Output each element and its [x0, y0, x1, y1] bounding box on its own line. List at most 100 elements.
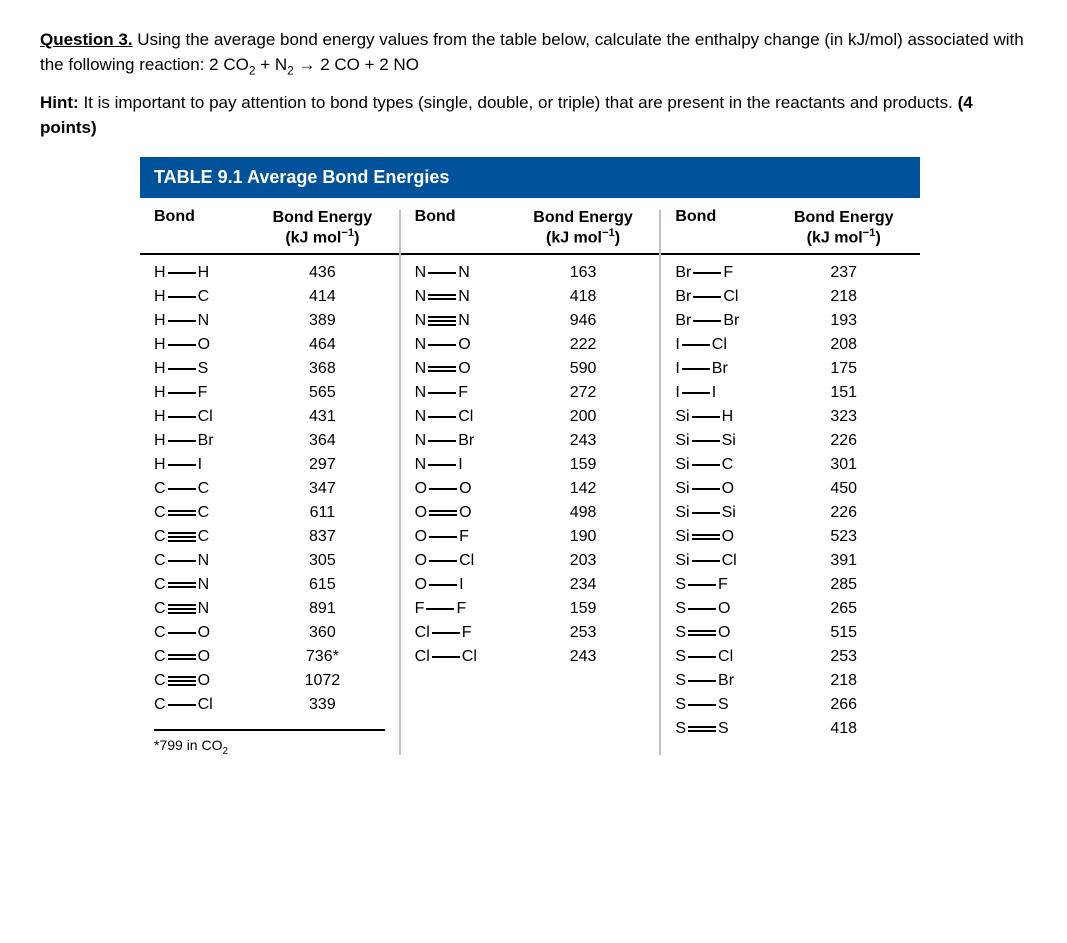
- value-cell: 163: [521, 264, 646, 282]
- question-sub2: 2: [287, 63, 294, 77]
- table-row: NO222: [415, 333, 646, 357]
- question-body-c: → 2 CO + 2 NO: [294, 55, 419, 74]
- table-row: CN891: [154, 597, 385, 621]
- value-cell: 297: [260, 456, 385, 474]
- bond-cell: NF: [415, 384, 521, 402]
- table-row: OF190: [415, 525, 646, 549]
- bond-cell: OO: [415, 480, 521, 498]
- bond-cell: SCl: [675, 648, 781, 666]
- value-cell: 159: [521, 600, 646, 618]
- table-row: NN163: [415, 261, 646, 285]
- value-cell: 203: [521, 552, 646, 570]
- value-cell: 266: [781, 696, 906, 714]
- bond-cell: HCl: [154, 408, 260, 426]
- value-cell: 222: [521, 336, 646, 354]
- table-row: FF159: [415, 597, 646, 621]
- value-cell: 364: [260, 432, 385, 450]
- bond-cell: OI: [415, 576, 521, 594]
- table-row: NBr243: [415, 429, 646, 453]
- bond-cell: SO: [675, 600, 781, 618]
- bond-cell: HI: [154, 456, 260, 474]
- bond-cell: SiC: [675, 456, 781, 474]
- value-cell: 565: [260, 384, 385, 402]
- table-row: HC414: [154, 285, 385, 309]
- bond-cell: SiH: [675, 408, 781, 426]
- value-cell: 265: [781, 600, 906, 618]
- bond-cell: SF: [675, 576, 781, 594]
- header-bond: Bond: [415, 208, 521, 248]
- value-cell: 175: [781, 360, 906, 378]
- header-energy: Bond Energy (kJ mol−1): [781, 208, 906, 248]
- value-cell: 243: [521, 648, 646, 666]
- column-header: Bond Bond Energy (kJ mol−1): [401, 198, 660, 256]
- value-cell: 418: [781, 720, 906, 738]
- header-energy: Bond Energy (kJ mol−1): [260, 208, 385, 248]
- column-2-rows: NN163NN418NN946NO222NO590NF272NCl200NBr2…: [401, 255, 660, 679]
- table-row: II151: [675, 381, 906, 405]
- bond-cell: CN: [154, 552, 260, 570]
- value-cell: 142: [521, 480, 646, 498]
- value-cell: 523: [781, 528, 906, 546]
- bond-cell: NN: [415, 288, 521, 306]
- table-row: SiH323: [675, 405, 906, 429]
- bond-cell: SO: [675, 624, 781, 642]
- question-label: Question 3.: [40, 30, 133, 49]
- table-row: NN946: [415, 309, 646, 333]
- value-cell: 389: [260, 312, 385, 330]
- bond-cell: BrBr: [675, 312, 781, 330]
- bond-cell: HS: [154, 360, 260, 378]
- value-cell: 837: [260, 528, 385, 546]
- table-row: SF285: [675, 573, 906, 597]
- table-row: ClF253: [415, 621, 646, 645]
- value-cell: 360: [260, 624, 385, 642]
- table-row: ICl208: [675, 333, 906, 357]
- table-row: SiO523: [675, 525, 906, 549]
- table-row: HH436: [154, 261, 385, 285]
- bond-cell: NN: [415, 264, 521, 282]
- table-column-1: Bond Bond Energy (kJ mol−1) HH436HC414HN…: [140, 198, 399, 768]
- bond-cell: BrF: [675, 264, 781, 282]
- table-row: NN418: [415, 285, 646, 309]
- value-cell: 498: [521, 504, 646, 522]
- value-cell: 611: [260, 504, 385, 522]
- table-row: CC611: [154, 501, 385, 525]
- value-cell: 891: [260, 600, 385, 618]
- table-row: SCl253: [675, 645, 906, 669]
- table-row: SS418: [675, 717, 906, 741]
- bond-cell: OF: [415, 528, 521, 546]
- value-cell: 450: [781, 480, 906, 498]
- bond-cell: HH: [154, 264, 260, 282]
- table-row: NCl200: [415, 405, 646, 429]
- table-row: HO464: [154, 333, 385, 357]
- bond-cell: HF: [154, 384, 260, 402]
- table-row: SiO450: [675, 477, 906, 501]
- table-row: SBr218: [675, 669, 906, 693]
- table-column-2: Bond Bond Energy (kJ mol−1) NN163NN418NN…: [401, 198, 660, 768]
- bond-cell: OCl: [415, 552, 521, 570]
- bond-cell: OO: [415, 504, 521, 522]
- value-cell: 368: [260, 360, 385, 378]
- value-cell: 234: [521, 576, 646, 594]
- value-cell: 305: [260, 552, 385, 570]
- table-row: BrBr193: [675, 309, 906, 333]
- value-cell: 151: [781, 384, 906, 402]
- column-1-rows: HH436HC414HN389HO464HS368HF565HCl431HBr3…: [140, 255, 399, 727]
- bond-cell: NO: [415, 360, 521, 378]
- value-cell: 418: [521, 288, 646, 306]
- bond-cell: CCl: [154, 696, 260, 714]
- bond-cell: CN: [154, 600, 260, 618]
- bond-cell: BrCl: [675, 288, 781, 306]
- table-row: ClCl243: [415, 645, 646, 669]
- bond-energy-table: TABLE 9.1 Average Bond Energies Bond Bon…: [140, 157, 920, 768]
- bond-cell: ClF: [415, 624, 521, 642]
- table-row: CO736*: [154, 645, 385, 669]
- table-row: CC347: [154, 477, 385, 501]
- table-row: OI234: [415, 573, 646, 597]
- value-cell: 237: [781, 264, 906, 282]
- table-row: SiC301: [675, 453, 906, 477]
- table-row: CN305: [154, 549, 385, 573]
- table-row: SS266: [675, 693, 906, 717]
- table-row: CCl339: [154, 693, 385, 717]
- value-cell: 414: [260, 288, 385, 306]
- table-body: Bond Bond Energy (kJ mol−1) HH436HC414HN…: [140, 198, 920, 768]
